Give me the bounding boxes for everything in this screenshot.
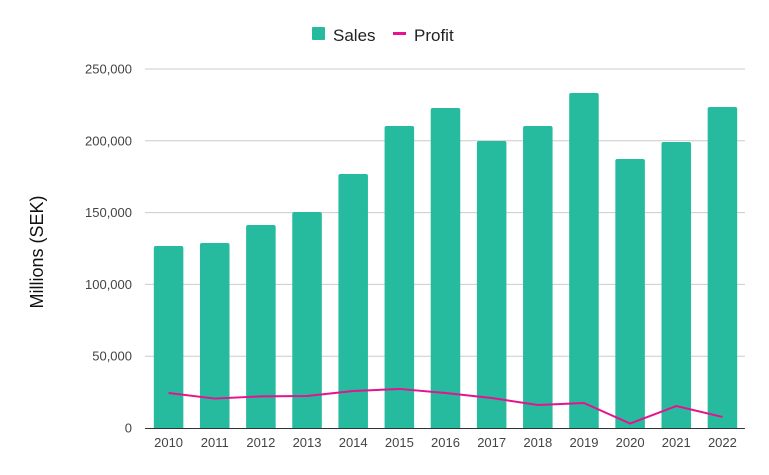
- y-axis-ticks: 0 50,000 100,000 150,000 200,000 250,000: [85, 62, 132, 436]
- x-tick-label: 2017: [477, 435, 506, 450]
- x-tick-label: 2011: [201, 435, 229, 450]
- sales-bar-2013: [292, 212, 322, 428]
- sales-bars: [153, 92, 738, 429]
- x-tick-label: 2014: [339, 435, 368, 450]
- sales-bar-2018: [523, 126, 553, 428]
- x-tick-label: 2021: [662, 435, 691, 450]
- legend-swatch-sales: [312, 27, 325, 40]
- y-tick-label: 100,000: [85, 277, 132, 292]
- y-axis-title: Millions (SEK): [27, 195, 47, 308]
- sales-bar-2020: [615, 159, 645, 428]
- y-tick-label: 0: [125, 421, 132, 436]
- sales-bar-2015: [384, 126, 415, 428]
- x-tick-label: 2022: [708, 435, 737, 450]
- x-tick-label: 2019: [570, 435, 599, 450]
- x-tick-label: 2013: [293, 435, 322, 450]
- y-tick-label: 250,000: [85, 62, 132, 77]
- x-tick-label: 2010: [154, 435, 183, 450]
- sales-bar-2021: [661, 141, 692, 429]
- x-tick-label: 2020: [616, 435, 645, 450]
- sales-bar-2011: [199, 243, 230, 428]
- legend-label-sales: Sales: [333, 26, 376, 45]
- x-tick-label: 2012: [246, 435, 275, 450]
- sales-bar-2016: [430, 108, 461, 428]
- sales-bar-2017: [476, 140, 507, 428]
- x-axis-ticks: 2010 2011 2012 2013 2014 2015 2016 2017 2018 2019…: [154, 435, 737, 450]
- profit-line-group: [168, 387, 723, 425]
- x-tick-label: 2016: [431, 435, 460, 450]
- y-tick-label: 200,000: [85, 133, 132, 148]
- sales-bar-2010: [153, 246, 184, 428]
- sales-bar-2022: [707, 107, 738, 428]
- sales-bar-2019: [569, 92, 599, 428]
- x-tick-label: 2018: [523, 435, 552, 450]
- legend: Sales Profit: [312, 26, 454, 45]
- legend-label-profit: Profit: [414, 26, 454, 45]
- y-tick-label: 50,000: [92, 349, 132, 364]
- sales-bar-2012: [246, 224, 276, 428]
- legend-swatch-profit: [393, 32, 406, 35]
- x-tick-label: 2015: [385, 435, 414, 450]
- sales-bar-2014: [338, 173, 368, 428]
- y-tick-label: 150,000: [85, 205, 132, 220]
